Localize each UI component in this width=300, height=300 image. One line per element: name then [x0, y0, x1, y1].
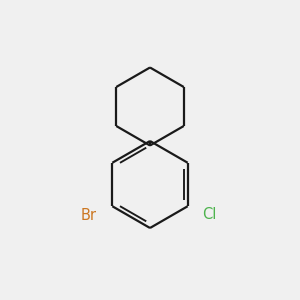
Text: Br: Br: [80, 208, 96, 223]
Text: Cl: Cl: [202, 207, 216, 222]
